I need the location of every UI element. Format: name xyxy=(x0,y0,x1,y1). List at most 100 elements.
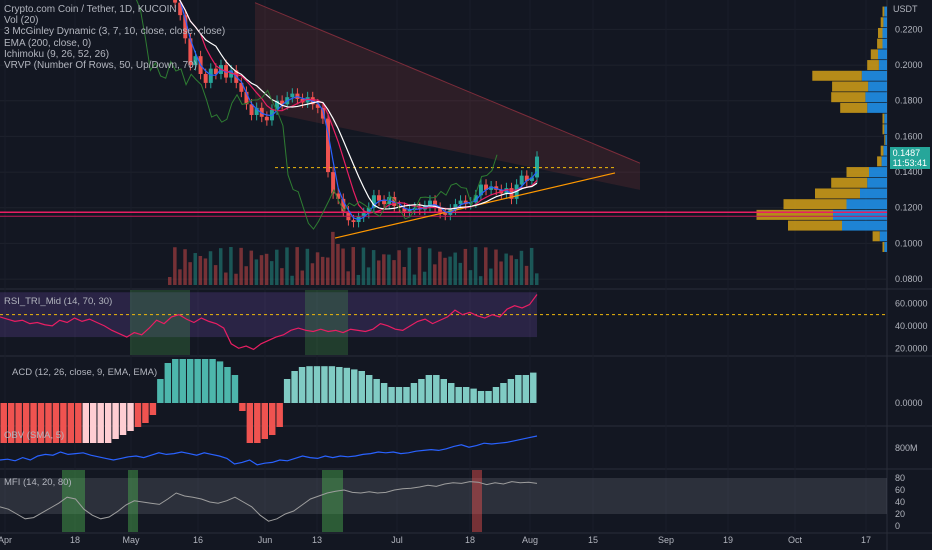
rsi-label[interactable]: RSI_TRI_Mid (14, 70, 30) xyxy=(4,296,113,307)
indicator-mcginley[interactable]: 3 McGinley Dynamic (3, 7, 10, close, clo… xyxy=(4,26,226,38)
ichimoku-cloud xyxy=(254,2,641,190)
mfi-tick-label: 80 xyxy=(895,473,905,483)
candle-body xyxy=(458,200,463,205)
mfi-label[interactable]: MFI (14, 20, 80) xyxy=(4,477,72,488)
volume-bar xyxy=(300,270,305,285)
macd-histogram-bar xyxy=(104,403,112,443)
macd-histogram-bar xyxy=(306,366,313,403)
macd-histogram-bar xyxy=(336,367,343,403)
vrvp-down-bar xyxy=(878,27,883,38)
macd-histogram-bar xyxy=(477,391,485,403)
volume-bar xyxy=(448,256,452,285)
volume-profile xyxy=(756,6,887,252)
macd-histogram-bar xyxy=(194,359,201,403)
volume-bar xyxy=(178,269,182,285)
mfi-oversold-zone xyxy=(62,470,85,532)
candle-body xyxy=(371,195,376,208)
candle-body xyxy=(443,213,448,215)
volume-bar xyxy=(254,259,259,285)
volume-bar xyxy=(463,248,468,285)
volume-bar xyxy=(285,247,289,285)
volume-bar xyxy=(412,274,417,285)
vrvp-up-bar xyxy=(868,81,887,92)
macd-histogram-bar xyxy=(246,403,254,443)
vrvp-up-bar xyxy=(885,134,887,145)
rsi-band xyxy=(0,292,537,338)
last-price: 0.1487 xyxy=(892,147,921,158)
mfi-tick-label: 20 xyxy=(895,509,905,519)
macd-histogram-bar xyxy=(515,375,522,403)
vrvp-up-bar xyxy=(878,60,887,71)
indicator-vol[interactable]: Vol (20) xyxy=(4,15,39,27)
volume-bar xyxy=(376,260,381,285)
macd-histogram-bar xyxy=(30,403,37,443)
macd-histogram-bar xyxy=(500,383,507,403)
volume-bar xyxy=(514,259,519,285)
volume-bar xyxy=(183,249,187,285)
indicator-ichimoku[interactable]: Ichimoku (9, 26, 52, 26) xyxy=(4,48,110,60)
vrvp-down-bar xyxy=(882,113,885,124)
volume-bar xyxy=(336,243,340,285)
candle-body xyxy=(402,207,407,212)
vrvp-down-bar xyxy=(815,188,860,199)
vrvp-down-bar xyxy=(880,145,884,156)
vrvp-up-bar xyxy=(860,188,887,199)
candle-body xyxy=(193,56,198,66)
vrvp-down-bar xyxy=(867,60,879,71)
vrvp-down-bar xyxy=(812,70,862,81)
macd-histogram-bar xyxy=(410,383,418,403)
vrvp-up-bar xyxy=(884,113,887,124)
time-tick-label: 16 xyxy=(193,535,203,545)
volume-bar xyxy=(198,256,203,285)
vrvp-down-bar xyxy=(882,124,885,135)
macd-histogram-bar xyxy=(507,379,515,403)
indicator-ema[interactable]: EMA (200, close, 0) xyxy=(4,37,92,49)
candle-body xyxy=(183,15,188,39)
volume-bar xyxy=(535,273,539,285)
symbol-title[interactable]: Crypto.com Coin / Tether, 1D, KUCOIN xyxy=(4,4,177,15)
price-tick-label: 0.1600 xyxy=(895,131,923,141)
macd-histogram-bar xyxy=(239,403,246,411)
volume-bar xyxy=(168,277,172,285)
mcginley-mid-line xyxy=(178,0,538,214)
macd-histogram-bar xyxy=(522,375,530,403)
obv-label[interactable]: OBV (SMA, 5) xyxy=(4,430,65,441)
candle-body xyxy=(188,38,193,66)
volume-bar xyxy=(193,253,197,285)
candle-body xyxy=(366,207,371,214)
time-tick-label: Sep xyxy=(658,535,674,545)
volume-bar xyxy=(427,248,432,285)
macd-histogram-bar xyxy=(52,403,60,443)
candle-body xyxy=(290,93,295,98)
volume-bar xyxy=(346,271,350,285)
volume-bars xyxy=(168,231,539,285)
price-tick-label: 0.0800 xyxy=(895,274,923,284)
candle-body xyxy=(264,116,269,121)
candle-body xyxy=(519,175,524,185)
candle-body xyxy=(259,107,264,117)
volume-bar xyxy=(529,247,534,285)
macd-histogram-bar xyxy=(186,359,194,403)
volume-bar xyxy=(494,249,498,285)
candle-body xyxy=(213,68,218,74)
volume-bar xyxy=(208,251,213,285)
indicator-vrvp[interactable]: VRVP (Number Of Rows, 50, Up/Down, 70) xyxy=(4,60,198,72)
volume-bar xyxy=(356,274,361,285)
vrvp-up-bar xyxy=(881,156,887,167)
time-tick-label: Jul xyxy=(391,535,403,545)
macd-histogram-bar xyxy=(261,403,268,439)
rsi-oversold-zone xyxy=(130,290,190,355)
macd-histogram-bar xyxy=(201,359,209,403)
axes: 0.2200 0.2000 0.1800 0.1600 0.1400 0.1200 0.10… xyxy=(0,4,928,545)
macd-label[interactable]: ACD (12, 26, close, 9, EMA, EMA) xyxy=(12,367,158,378)
candle-body xyxy=(382,200,387,205)
time-tick-label: May xyxy=(122,535,140,545)
macd-histogram-bar xyxy=(60,403,67,443)
candle-body xyxy=(524,175,529,181)
volume-bar xyxy=(249,250,254,285)
macd-histogram-bar xyxy=(254,403,261,443)
macd-histogram-bar xyxy=(283,379,291,403)
macd-histogram-bar xyxy=(351,369,358,403)
